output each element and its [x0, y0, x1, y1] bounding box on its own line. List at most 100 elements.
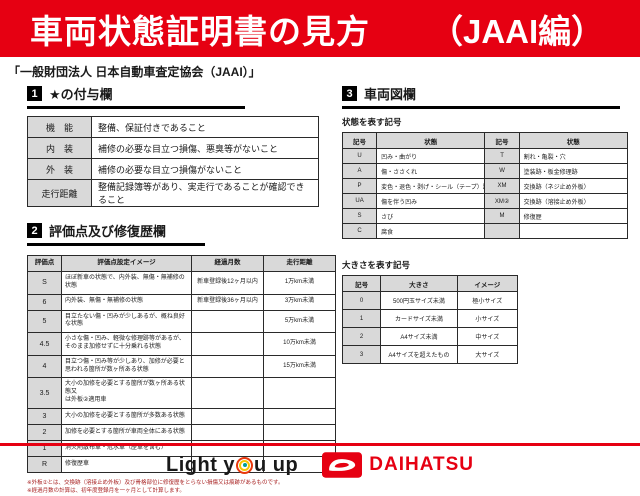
- table-cell: 小さな傷・凹み、軽微な修理跡等があるが、 そのまま加修せずに十分乗れる状態: [61, 332, 192, 356]
- table-cell: 4.5: [27, 332, 62, 356]
- table-row: UA 傷を伴う凹み XM② 交換跡（溶接止め外板）: [341, 193, 629, 209]
- table-row: 6 内外装、無傷・無補修の状態 新車登録後36ヶ月以内 3万km未満: [27, 293, 336, 311]
- table-cell: カードサイズ未満: [380, 309, 458, 328]
- table-cell: A4サイズ未満: [380, 327, 458, 346]
- table-cell: S: [341, 208, 378, 224]
- table-row: 0 500円玉サイズ未満 極小サイズ: [341, 291, 519, 310]
- table-header-row: 評価点 評価点設定イメージ 経過月数 走行距離: [27, 255, 336, 272]
- table-row: 2 加修を必要とする箇所が車両全体にある状態: [27, 423, 336, 442]
- table-cell: 5万km未満: [263, 309, 336, 334]
- table-row: P 変色・退色・剥げ・シール（テープ）跡 XM 交換跡（ネジ止め外板）: [341, 178, 629, 194]
- table-cell: [518, 223, 629, 239]
- table-cell: 大サイズ: [456, 345, 519, 364]
- table-row: 2 A4サイズ未満 中サイズ: [341, 327, 519, 346]
- section2-number-badge: 2: [27, 223, 42, 238]
- table-cell: 1万km未満: [263, 271, 336, 295]
- table-cell: 補修の必要な目立つ損傷がないこと: [91, 158, 319, 180]
- table-cell: 15万km未満: [263, 354, 336, 379]
- star-criteria-table: 機 能整備、保証付きであること内 装補修の必要な目立つ損傷、悪臭等がないこと外 …: [27, 116, 319, 207]
- footnote-line: ※外板②とは、交換跡（溶接止め外板）及び骨格部位に修復歴をとらない損傷又は痕跡が…: [27, 480, 284, 487]
- column-header: 記号: [341, 132, 378, 149]
- section2-header: 2 評価点及び修復歴欄: [27, 221, 205, 246]
- table-cell: S: [27, 271, 62, 295]
- table-cell: [191, 377, 264, 409]
- column-header: 走行距離: [263, 255, 336, 272]
- table-cell: 4: [27, 354, 62, 379]
- table-cell: XM: [484, 178, 520, 194]
- table-cell: A4サイズを超えたもの: [380, 345, 458, 364]
- table-cell: 極小サイズ: [456, 291, 519, 310]
- table-cell: 2: [27, 423, 62, 442]
- table-cell: 塗装跡・板金修理跡: [518, 163, 629, 179]
- table-cell: 傷・ささくれ: [376, 163, 486, 179]
- daihatsu-logo: DAIHATSU: [322, 452, 474, 478]
- symbols-table-label: 状態を表す記号: [342, 117, 402, 127]
- condition-symbol-table: 記号 状態 記号 状態 U 凹み・曲がり T 割れ・亀裂・穴 A 傷・ささくれ W 塗装跡・板…: [341, 132, 629, 239]
- table-cell: 5: [27, 309, 62, 334]
- table-cell: 交換跡（溶接止め外板）: [518, 193, 629, 209]
- target-ring-icon: [236, 456, 254, 474]
- table-cell: [263, 407, 336, 425]
- table-row: U 凹み・曲がり T 割れ・亀裂・穴: [341, 148, 629, 164]
- table-cell: 修復歴: [518, 208, 629, 224]
- table-header-row: 記号 状態 記号 状態: [341, 132, 629, 149]
- table-row: A 傷・ささくれ W 塗装跡・板金修理跡: [341, 163, 629, 179]
- column-header: 大きさ: [380, 275, 458, 292]
- table-cell: 内外装、無傷・無補修の状態: [61, 293, 192, 311]
- column-header: イメージ: [456, 275, 519, 292]
- table-cell: 目立たない傷・凹みが少しあるが、概ね良好な状態: [61, 309, 192, 334]
- table-cell: 500円玉サイズ未満: [380, 291, 458, 310]
- table-cell: 外 装: [27, 158, 92, 180]
- section1-header: 1 ★の付与欄: [27, 84, 245, 109]
- table-cell: 大小の加修を必要とする箇所が数ヶ所ある状態又 は外板②適用車: [61, 377, 192, 409]
- table-cell: [263, 423, 336, 442]
- table-cell: 1: [341, 309, 382, 328]
- table-cell: [263, 377, 336, 409]
- table-cell: [191, 423, 264, 442]
- table-cell: W: [484, 163, 520, 179]
- issuer-subtitle: 「一般財団法人 日本自動車査定協会（JAAI）」: [8, 65, 261, 79]
- table-cell: さび: [376, 208, 486, 224]
- table-row: 3 A4サイズを超えたもの 大サイズ: [341, 345, 519, 364]
- column-header: 評価点設定イメージ: [61, 255, 192, 272]
- sizes-table-label: 大きさを表す記号: [342, 260, 411, 270]
- section3-title: 車両図欄: [364, 87, 417, 102]
- table-cell: 整備、保証付きであること: [91, 116, 319, 138]
- table-cell: 小サイズ: [456, 309, 519, 328]
- table-cell: [191, 407, 264, 425]
- section3-header: 3 車両図欄: [342, 84, 620, 109]
- table-cell: 3: [341, 345, 382, 364]
- column-header: 状態: [376, 132, 486, 149]
- table-cell: UA: [341, 193, 378, 209]
- table-cell: [191, 354, 264, 379]
- table-cell: 傷を伴う凹み: [376, 193, 486, 209]
- table-cell: 交換跡（ネジ止め外板）: [518, 178, 629, 194]
- table-row: S さび M 修復歴: [341, 208, 629, 224]
- daihatsu-d-mark-icon: [322, 452, 363, 478]
- table-row: 4.5 小さな傷・凹み、軽微な修理跡等があるが、 そのまま加修せずに十分乗れる状態…: [27, 332, 336, 356]
- table-cell: C: [341, 223, 378, 239]
- table-row: 内 装補修の必要な目立つ損傷、悪臭等がないこと: [27, 137, 319, 159]
- title-banner: 車両状態証明書の見方 （JAAI編）: [0, 0, 640, 57]
- section3-number-badge: 3: [342, 86, 357, 101]
- column-header: 経過月数: [191, 255, 264, 272]
- table-cell: U: [341, 148, 378, 164]
- page-title: 車両状態証明書の見方: [30, 12, 370, 50]
- table-row: 3 大小の加修を必要とする箇所が多数ある状態: [27, 407, 336, 425]
- footer: Light y u up DAIHATSU: [0, 451, 640, 479]
- table-row: 5 目立たない傷・凹みが少しあるが、概ね良好な状態 5万km未満: [27, 309, 336, 334]
- table-cell: 3万km未満: [263, 293, 336, 311]
- right-column: 3 車両図欄 状態を表す記号 記号 状態 記号 状態 U 凹み・曲がり T 割れ・亀裂…: [341, 84, 632, 364]
- section1-number-badge: 1: [27, 86, 42, 101]
- section2-title: 評価点及び修復歴欄: [49, 224, 167, 239]
- table-row: 走行距離 整備記録簿等があり、実走行であることが確認できること: [27, 179, 319, 207]
- table-cell: 中サイズ: [456, 327, 519, 346]
- table-row: S ほぼ新車の状態で、内外装、無傷・無補修の状態 新車登録後12ヶ月以内 1万km未満: [27, 271, 336, 295]
- column-header: 評価点: [27, 255, 62, 272]
- table-cell: [191, 332, 264, 356]
- table-cell: 腐食: [376, 223, 486, 239]
- grade-table: 評価点 評価点設定イメージ 経過月数 走行距離 S ほぼ新車の状態で、内外装、無傷…: [27, 255, 336, 474]
- footnote-line: ※経過月数の計算は、初年度登録月を一ヶ月として計算します。: [27, 488, 185, 495]
- table-cell: 修復歴車: [61, 456, 192, 474]
- page-title-edition: （JAAI編）: [430, 12, 605, 50]
